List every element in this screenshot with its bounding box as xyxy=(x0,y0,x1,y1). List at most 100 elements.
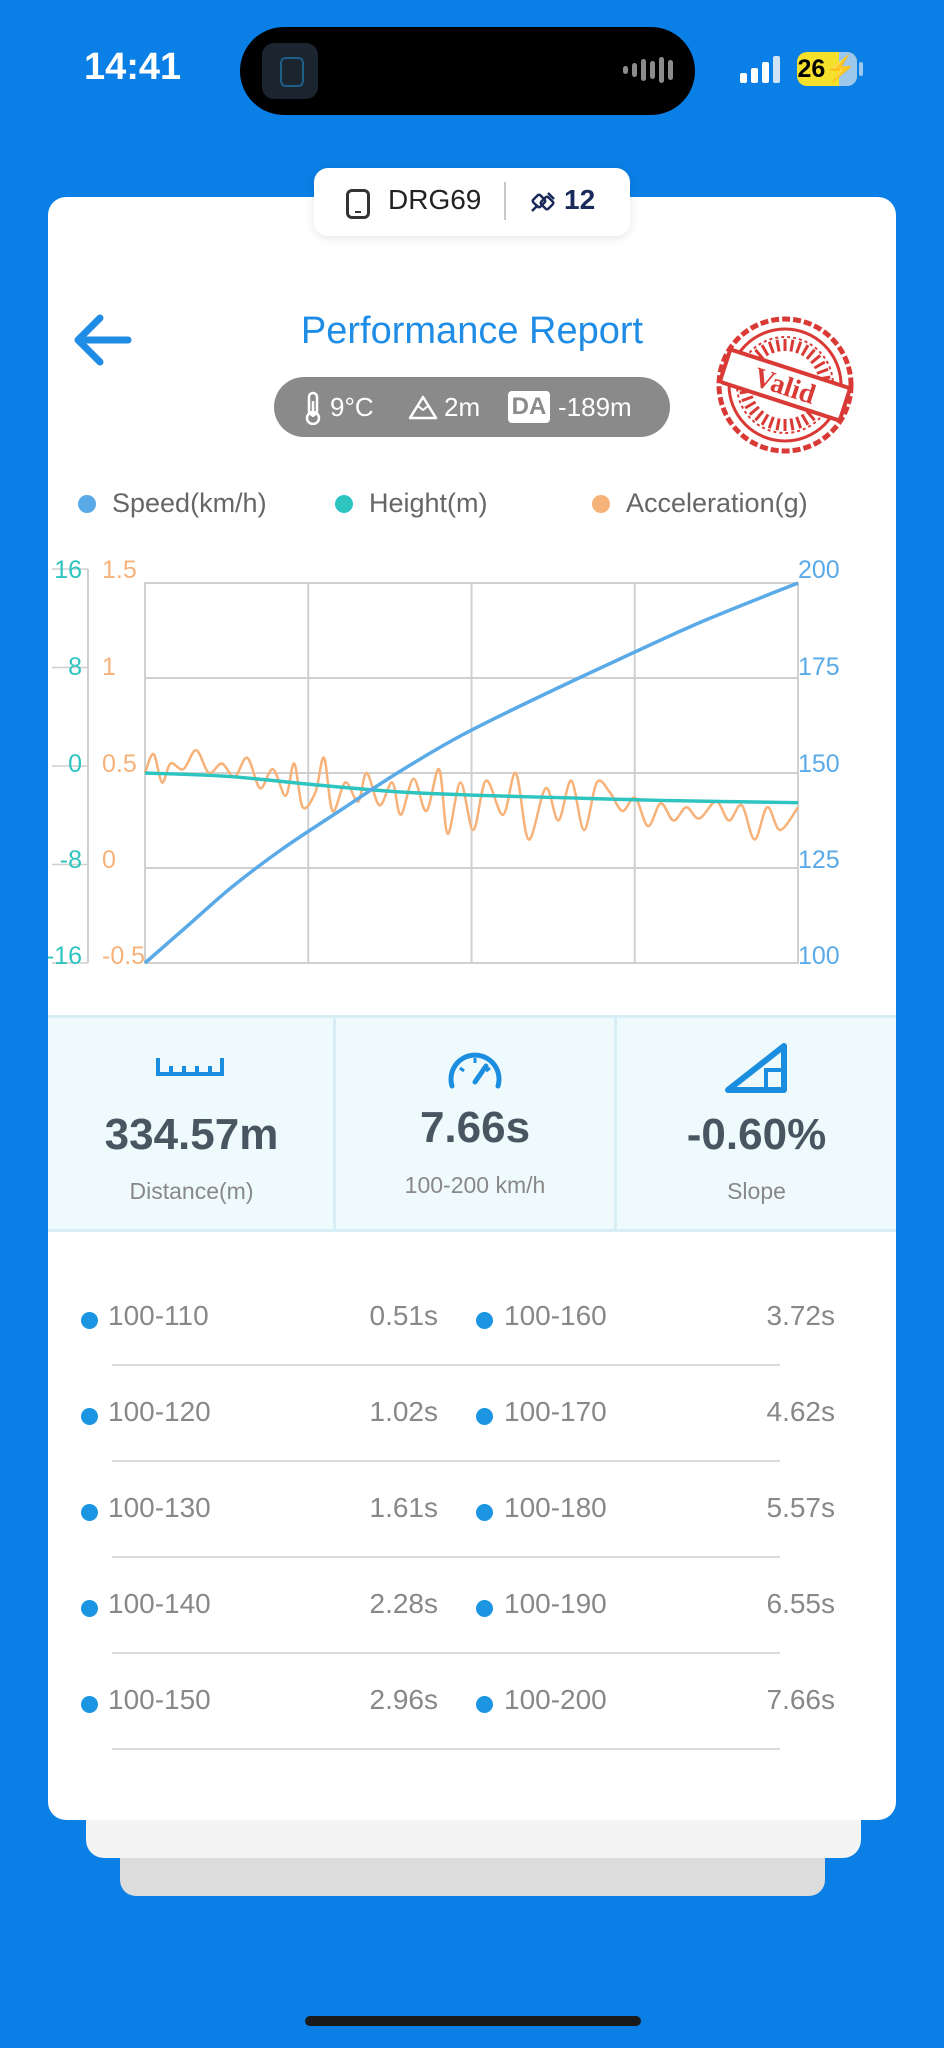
split-label: 100-140 xyxy=(108,1588,211,1619)
split-time: 2.28s xyxy=(369,1588,439,1619)
speed-tick-label: 125 xyxy=(798,846,840,874)
acceleration-series-line xyxy=(143,748,800,841)
stats-panel: 334.57m Distance(m) 7.66s 100-200 km/h -… xyxy=(48,1015,896,1232)
legend-dot xyxy=(592,494,610,513)
split-dot xyxy=(81,1312,98,1329)
split-dot xyxy=(81,1600,98,1617)
split-dot xyxy=(81,1504,98,1521)
stat-divider xyxy=(333,1018,336,1229)
dynamic-island xyxy=(240,27,695,115)
split-time: 2.96s xyxy=(369,1684,439,1715)
speed-tick-label: 150 xyxy=(798,750,840,778)
accel-tick-label: 0.5 xyxy=(102,750,137,778)
legend-label: Speed(km/h) xyxy=(112,488,267,518)
split-time: 0.51s xyxy=(369,1300,439,1331)
split-row-divider xyxy=(112,1556,780,1558)
legend-label: Acceleration(g) xyxy=(626,488,808,518)
stat-divider xyxy=(614,1018,617,1229)
density-altitude: -189m xyxy=(558,392,632,422)
back-arrow-icon[interactable] xyxy=(70,310,134,370)
split-label: 100-180 xyxy=(504,1492,607,1523)
home-indicator[interactable] xyxy=(305,2016,641,2026)
speed-series-line xyxy=(143,581,799,965)
performance-chart: 16 8 0 -8 -16 1.5 1 0.5 0 -0.5 200 175 150 125 100 xyxy=(48,556,840,970)
battery-cap xyxy=(859,62,863,76)
split-dot xyxy=(476,1600,493,1617)
stat-time: 7.66s 100-200 km/h xyxy=(336,1018,614,1229)
altitude: 2m xyxy=(444,392,481,422)
split-time: 7.66s xyxy=(766,1684,836,1715)
split-row-divider xyxy=(112,1652,780,1654)
accel-tick-label: 1 xyxy=(102,653,116,681)
distance-value: 334.57m xyxy=(104,1110,279,1159)
temperature: 9°C xyxy=(330,392,374,422)
status-time: 14:41 xyxy=(84,46,182,88)
accel-tick-label: -0.5 xyxy=(102,942,145,970)
report-card xyxy=(48,197,896,1820)
time-label: 100-200 km/h xyxy=(404,1172,546,1198)
stat-distance: 334.57m Distance(m) xyxy=(48,1018,335,1229)
split-time: 1.02s xyxy=(369,1396,439,1427)
waveform-icon xyxy=(623,57,673,83)
page-title: Performance Report xyxy=(300,310,644,352)
split-dot xyxy=(81,1408,98,1425)
split-time: 6.55s xyxy=(766,1588,836,1619)
legend-height[interactable]: Height(m) xyxy=(335,488,488,519)
height-tick-label: 0 xyxy=(68,750,82,778)
split-dot xyxy=(476,1408,493,1425)
height-tick-label: -8 xyxy=(60,846,82,874)
split-dot xyxy=(476,1312,493,1329)
height-tick-label: 16 xyxy=(54,556,82,584)
split-label: 100-200 xyxy=(504,1684,607,1715)
slope-value: -0.60% xyxy=(686,1110,827,1159)
accel-tick-label: 1.5 xyxy=(102,556,137,584)
split-row-divider xyxy=(112,1460,780,1462)
split-time: 1.61s xyxy=(369,1492,439,1523)
satellite-icon xyxy=(531,192,555,212)
split-dot xyxy=(476,1696,493,1713)
signal-icon xyxy=(740,56,780,83)
split-dot xyxy=(81,1696,98,1713)
slope-icon xyxy=(725,1043,787,1093)
speed-tick-label: 200 xyxy=(798,556,840,584)
battery-icon: 26⚡ xyxy=(797,52,857,86)
split-label: 100-110 xyxy=(108,1300,209,1331)
split-label: 100-190 xyxy=(504,1588,607,1619)
split-label: 100-120 xyxy=(108,1396,211,1427)
battery-level: 26 xyxy=(797,55,826,83)
speed-tick-label: 100 xyxy=(798,942,840,970)
legend-speed[interactable]: Speed(km/h) xyxy=(78,488,267,519)
speedometer-icon xyxy=(448,1052,502,1089)
chart-ticks: 16 8 0 -8 -16 1.5 1 0.5 0 -0.5 200 175 150 125 100 xyxy=(48,556,840,970)
device-name: DRG69 xyxy=(388,184,482,215)
app-icon xyxy=(262,43,318,99)
split-label: 100-150 xyxy=(108,1684,211,1715)
height-tick-label: 8 xyxy=(68,653,82,681)
split-label: 100-170 xyxy=(504,1396,607,1427)
da-badge: DA xyxy=(508,391,550,423)
legend-acceleration[interactable]: Acceleration(g) xyxy=(592,488,808,519)
device-pill[interactable]: DRG69 12 xyxy=(314,168,630,236)
split-dot xyxy=(476,1504,493,1521)
split-time: 4.62s xyxy=(766,1396,836,1427)
split-row-divider xyxy=(112,1748,780,1750)
slope-label: Slope xyxy=(727,1178,786,1204)
mountain-icon xyxy=(408,395,438,420)
legend-dot xyxy=(335,494,353,513)
speed-tick-label: 175 xyxy=(798,653,840,681)
accel-tick-label: 0 xyxy=(102,846,116,874)
distance-label: Distance(m) xyxy=(129,1178,254,1204)
conditions-pill: 9°C 2m DA -189m xyxy=(274,377,670,437)
split-label: 100-130 xyxy=(108,1492,211,1523)
split-time: 3.72s xyxy=(766,1300,836,1331)
chart-series xyxy=(143,581,800,965)
time-value: 7.66s xyxy=(419,1103,531,1152)
split-row-divider xyxy=(112,1364,780,1366)
legend-label: Height(m) xyxy=(369,488,488,518)
device-icon xyxy=(346,189,370,219)
split-time: 5.57s xyxy=(766,1492,836,1523)
pill-divider xyxy=(504,182,506,220)
legend-dot xyxy=(78,494,96,513)
satellite-count: 12 xyxy=(564,184,596,215)
thermometer-icon xyxy=(305,391,321,425)
